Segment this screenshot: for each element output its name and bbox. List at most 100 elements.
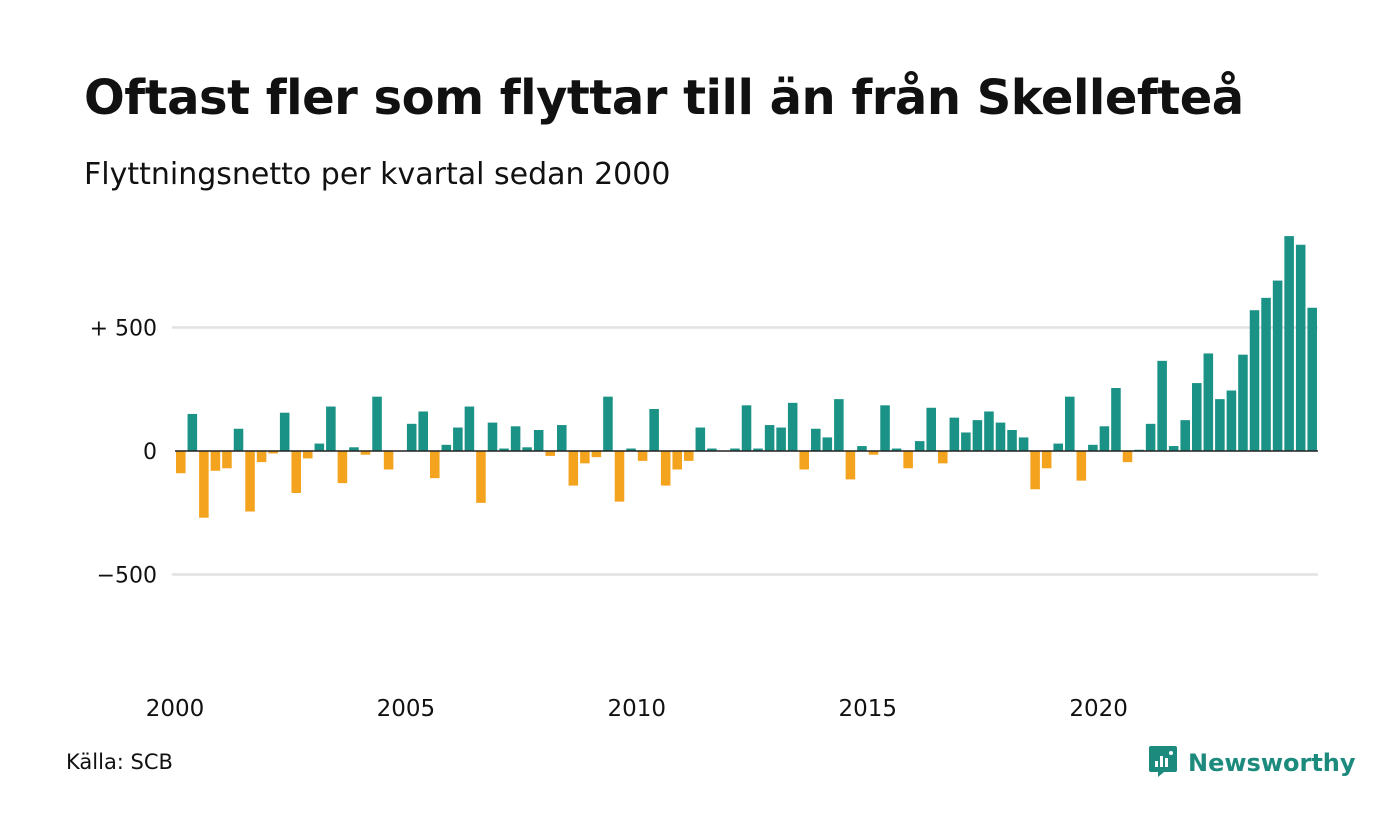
bar [1284,236,1294,451]
bar [1122,451,1133,463]
bar [430,451,440,479]
bar [1065,396,1075,451]
chart-title: Oftast fler som flyttar till än från Ske… [84,70,1244,126]
x-tick-label: 2010 [608,696,667,722]
y-tick-label: + 500 [90,317,157,342]
bar [799,451,809,470]
bar [660,451,671,486]
bar [1018,437,1029,451]
bar [684,451,694,461]
bar [464,406,475,451]
bar [1145,423,1156,451]
bar [857,446,867,451]
bar [695,427,706,451]
bar [938,451,948,464]
bar [753,448,763,451]
bar [210,451,221,471]
bar [672,451,682,470]
bar [984,411,994,451]
bar [360,451,371,455]
bar [453,427,463,451]
bar [372,396,382,451]
bar [187,413,198,451]
bar [222,451,232,469]
bar [510,426,521,451]
bar [568,451,579,486]
bar [1261,297,1271,451]
bar [626,448,636,451]
bar [580,451,590,464]
bar [949,417,960,451]
bar [1203,353,1214,451]
bar [383,451,394,470]
bar [972,420,983,452]
gridlines [172,326,1318,576]
bar [603,396,613,451]
bar [522,447,532,452]
x-tick-label: 2000 [146,696,205,722]
bar [1157,360,1167,452]
bar [1180,420,1190,452]
bar [199,451,209,518]
bar [811,428,821,451]
y-tick-label: −500 [97,564,157,589]
bar [314,443,325,451]
bar [1168,446,1179,451]
bar [533,430,544,451]
bar [441,444,452,451]
bar [268,451,278,454]
brand-logo[interactable]: Newsworthy [1148,744,1356,782]
bar [557,425,567,451]
bar [649,409,659,451]
bar [741,405,752,452]
bar [406,423,417,451]
y-tick-label: 0 [143,440,157,465]
bar [1249,310,1260,451]
bar [487,422,498,452]
bar [1053,443,1063,451]
bar [868,451,879,455]
bar [914,441,925,451]
bar [245,451,255,512]
bar [1192,383,1202,451]
bar [1307,307,1317,451]
bar [1030,451,1040,490]
bar [961,432,971,451]
brand-name: Newsworthy [1188,749,1356,777]
bar [176,451,186,474]
bar [349,447,359,452]
bar [1099,426,1110,451]
bar [233,428,244,451]
bars [176,236,1317,518]
bar [1088,444,1098,451]
newsworthy-logo-icon [1148,744,1178,782]
bar [1272,280,1283,451]
bar [845,451,856,480]
x-tick-label: 2005 [377,696,436,722]
bar [926,407,936,451]
bar [279,412,290,451]
bar [291,451,301,493]
bar [834,399,844,451]
bar [891,448,902,451]
bar [499,448,509,451]
bar [903,451,913,469]
bar [1215,399,1225,451]
bar [1295,244,1306,451]
bar [326,406,336,451]
bar [1111,388,1121,451]
bar [764,425,775,451]
bar [256,451,267,463]
source-note: Källa: SCB [66,750,173,774]
bar [418,411,428,451]
bar [614,451,625,502]
bar [995,422,1006,452]
bar [545,451,555,456]
bar [1041,451,1052,469]
bar [730,448,740,451]
bar [776,427,786,451]
x-tick-label: 2015 [838,696,897,722]
x-tick-label: 2020 [1069,696,1128,722]
bar [591,451,602,458]
